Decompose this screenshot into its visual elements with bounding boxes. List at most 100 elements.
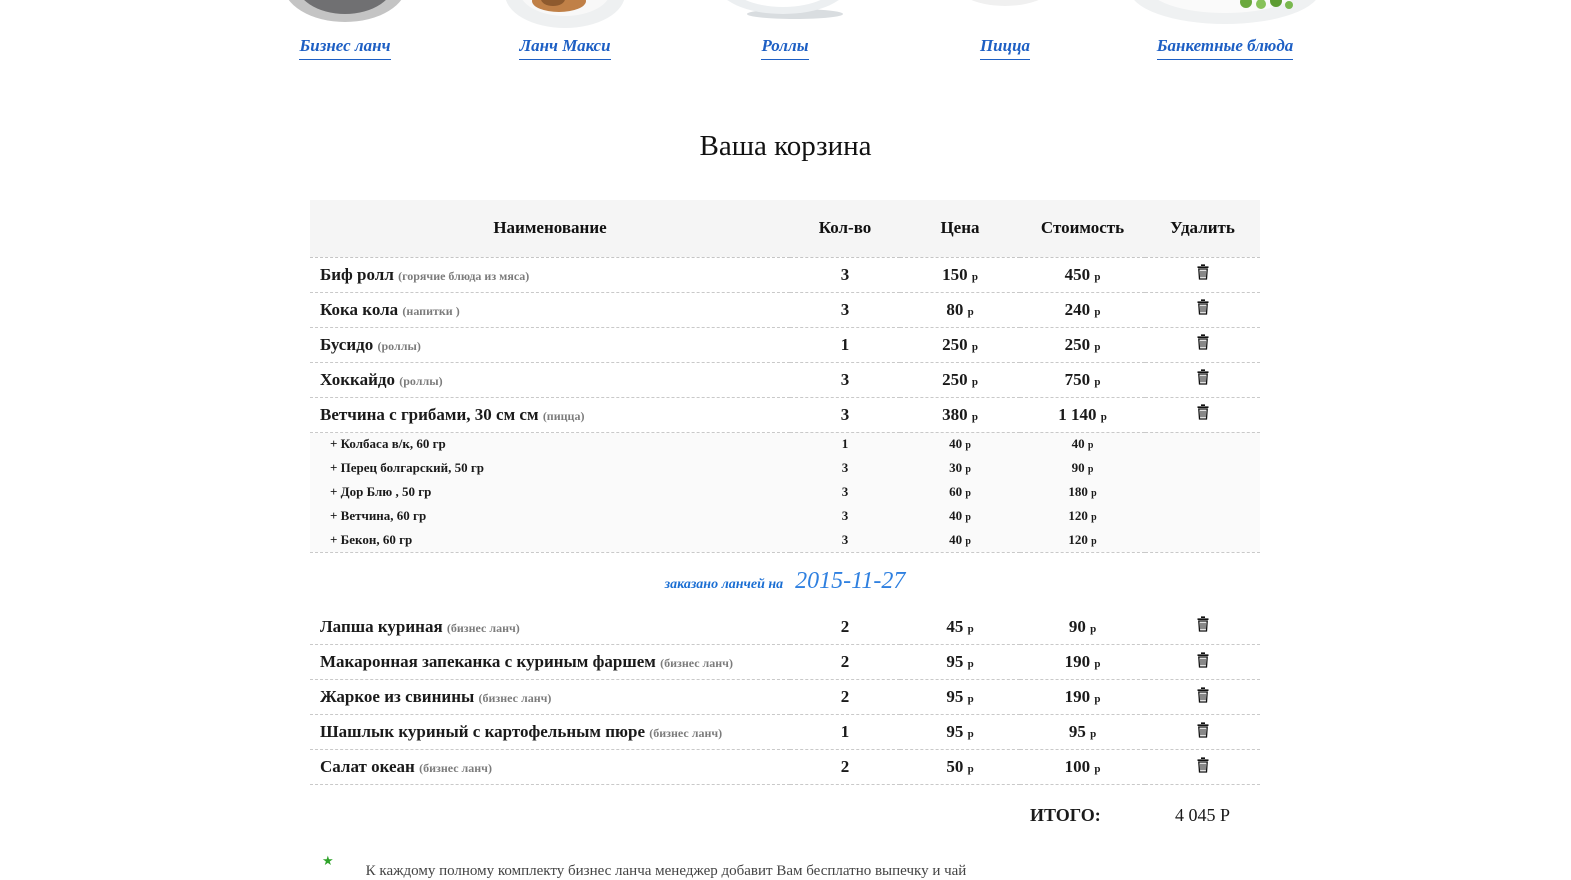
item-cost: 1 140 р <box>1058 404 1107 424</box>
item-price: 95 р <box>946 652 974 671</box>
item-cost: 90 р <box>1068 616 1097 636</box>
item-price: 30 р <box>949 460 971 475</box>
delete-item-button[interactable] <box>1196 756 1210 773</box>
item-cost: 120 р <box>1068 531 1097 547</box>
plate-with-fish-icon <box>505 0 624 28</box>
nav-link-business-lunch[interactable]: Бизнес ланч <box>299 36 391 60</box>
delete-item-button[interactable] <box>1196 264 1210 280</box>
item-name: Жаркое из свинины <box>320 687 475 706</box>
item-category: (бизнес ланч) <box>649 726 723 740</box>
lunch-items: Лапша куриная (бизнес ланч) 2 45 р 90 р Мака… <box>310 610 1260 785</box>
nav-item-banquet: Банкетные блюда <box>1115 0 1335 60</box>
currency-label: р <box>971 270 978 283</box>
delete-item-button[interactable] <box>1196 369 1210 385</box>
nav-link-rolls[interactable]: Роллы <box>761 36 809 60</box>
trash-icon <box>1197 404 1208 420</box>
item-name: Шашлык куриный с картофельным пюре <box>320 722 646 741</box>
currency-label: р <box>1087 440 1094 452</box>
nav-link-pizza[interactable]: Пицца <box>979 36 1031 60</box>
delete-item-button[interactable] <box>1196 616 1210 632</box>
item-qty: 1 <box>840 334 850 354</box>
item-qty: 1 <box>840 722 850 741</box>
item-qty: 3 <box>840 404 850 424</box>
item-category: (бизнес ланч) <box>660 656 733 670</box>
currency-label: р <box>1094 270 1101 283</box>
currency-label: р <box>1094 763 1101 775</box>
trash-icon <box>1197 651 1208 668</box>
lunch-note-date: 2015-11-27 <box>795 567 906 594</box>
column-header-cost: Стоимость <box>1020 200 1145 258</box>
column-header-delete: Удалить <box>1145 200 1260 258</box>
total-row: ИТОГО: 4 045 Р <box>310 785 1260 846</box>
currency-label: р <box>1094 305 1101 318</box>
nav-item-rolls: Роллы <box>675 0 895 60</box>
item-cost: 120 р <box>1068 508 1097 523</box>
dark-plate-icon <box>288 0 402 22</box>
currency-label: р <box>967 763 974 775</box>
item-category: (пицца) <box>542 408 585 423</box>
item-cost: 90 р <box>1071 460 1094 475</box>
currency-label: р <box>967 622 974 635</box>
category-nav: Бизнес ланч Ланч Макси Роллы <box>235 0 1335 60</box>
item-price: 40 р <box>949 531 971 547</box>
item-price: 40 р <box>949 508 971 523</box>
nav-link-lunch-maxi[interactable]: Ланч Макси <box>519 36 611 60</box>
nav-item-lunch-maxi: Ланч Макси <box>455 0 675 60</box>
currency-label: р <box>967 693 974 705</box>
lunch-row: Лапша куриная (бизнес ланч) 2 45 р 90 р <box>310 610 1260 645</box>
delete-item-button[interactable] <box>1196 334 1210 350</box>
topping-row: + Дор Блю , 50 гр 3 60 р 180 р <box>310 480 1260 504</box>
currency-label: р <box>1091 512 1097 523</box>
delete-item-button[interactable] <box>1196 404 1210 420</box>
item-qty: 2 <box>840 616 850 636</box>
cart-row: Ветчина с грибами, 30 см см (пицца) 3 380 … <box>310 397 1260 432</box>
nav-item-pizza: Пицца <box>895 0 1115 60</box>
delete-item-button[interactable] <box>1196 651 1210 668</box>
banquet-image <box>1128 0 1323 30</box>
white-bowl-icon <box>726 0 843 19</box>
page-title: Ваша корзина <box>699 130 872 162</box>
item-price: 250 р <box>942 369 978 389</box>
item-name: Салат океан <box>320 757 415 776</box>
pizza-image <box>945 0 1065 30</box>
item-qty: 3 <box>840 299 850 319</box>
currency-label: р <box>971 375 978 388</box>
pizza-toppings: + Колбаса в/к, 60 гр 1 40 р 40 р + Перец бол… <box>310 432 1260 552</box>
item-cost: 190 р <box>1064 652 1101 671</box>
topping-row: + Перец болгарский, 50 гр 3 30 р 90 р <box>310 456 1260 480</box>
column-header-name: Наименование <box>310 200 790 258</box>
item-cost: 95 р <box>1068 722 1097 741</box>
item-category: (роллы) <box>377 338 421 353</box>
item-category: (роллы) <box>399 373 443 388</box>
lunch-row: Шашлык куриный с картофельным пюре (бизн… <box>310 715 1260 750</box>
cart-table-header: Наименование Кол-во Цена Стоимость Удали… <box>310 200 1260 258</box>
item-cost: 190 р <box>1064 687 1101 706</box>
item-name: Лапша куриная <box>320 616 443 636</box>
currency-label: р <box>965 512 971 523</box>
item-category: (бизнес ланч) <box>478 691 552 705</box>
item-category: (напитки ) <box>402 303 460 318</box>
item-name: + Ветчина, 60 гр <box>330 508 427 523</box>
nav-item-business-lunch: Бизнес ланч <box>235 0 455 60</box>
item-name: + Бекон, 60 гр <box>330 531 413 547</box>
currency-label: р <box>1091 535 1097 547</box>
item-name: Ветчина с грибами, 30 см см <box>320 404 539 424</box>
trash-icon <box>1197 264 1208 280</box>
nav-link-banquet[interactable]: Банкетные блюда <box>1156 36 1294 60</box>
item-qty: 2 <box>840 757 850 776</box>
cart-items: Биф ролл (горячие блюда из мяса) 3 150 р 45… <box>310 257 1260 432</box>
item-qty: 2 <box>840 687 850 706</box>
currency-label: р <box>1094 375 1101 388</box>
currency-label: р <box>967 305 974 318</box>
item-category: (бизнес ланч) <box>419 761 492 775</box>
footnote: ★ К каждому полному комплекту бизнес лан… <box>322 854 966 880</box>
delete-item-button[interactable] <box>1196 686 1210 703</box>
delete-item-button[interactable] <box>1196 299 1210 315</box>
lunch-date-row: заказано ланчей на 2015-11-27 <box>310 552 1260 610</box>
currency-label: р <box>971 340 978 353</box>
total-label: ИТОГО: <box>1030 804 1101 825</box>
total-value: 4 045 Р <box>1174 804 1230 825</box>
item-cost: 750 р <box>1064 369 1101 389</box>
delete-item-button[interactable] <box>1196 721 1210 738</box>
trash-icon <box>1197 334 1208 350</box>
